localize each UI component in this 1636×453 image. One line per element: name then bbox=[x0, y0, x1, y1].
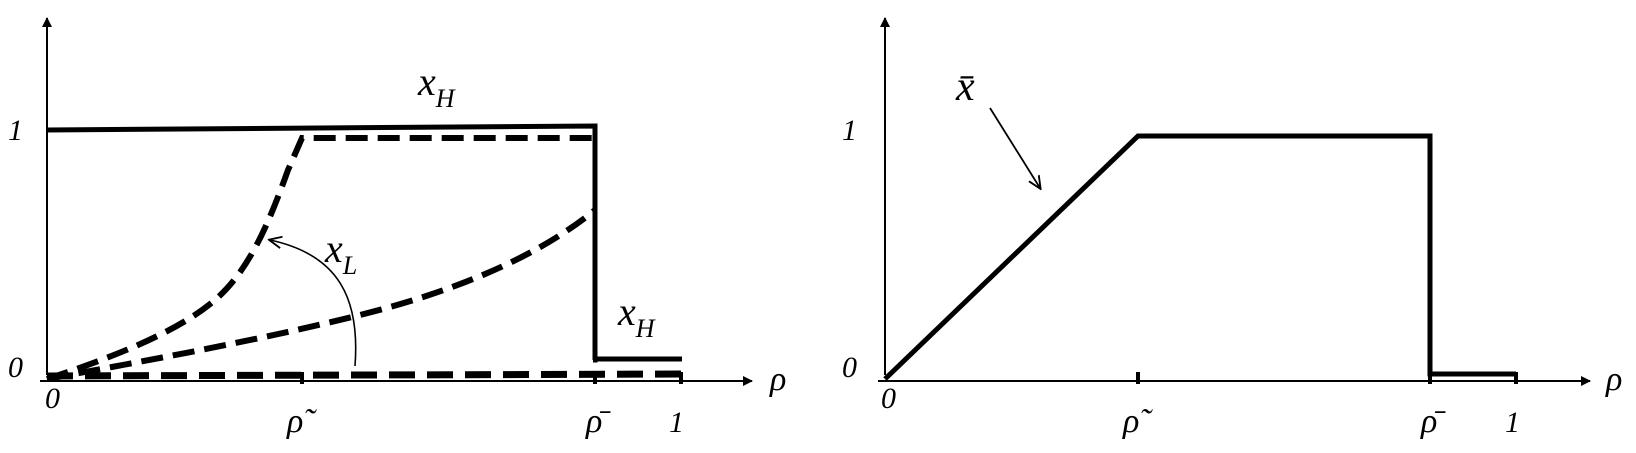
right-panel: 1 0 0 ρ̃ ρ̄ 1 ρ x̄ bbox=[842, 18, 1622, 440]
right-y-tick-one-label: 1 bbox=[842, 114, 857, 147]
left-x-tick-zero-label: 0 bbox=[45, 382, 60, 415]
right-xbar-curve bbox=[885, 136, 1516, 379]
left-x-tick-rho-tilde-label: ρ̃ bbox=[286, 403, 317, 440]
left-x-axis-label: ρ bbox=[769, 361, 786, 398]
right-y-tick-zero-label: 0 bbox=[842, 351, 857, 384]
left-x-tick-one-label: 1 bbox=[669, 406, 684, 439]
left-xh-solid-curve bbox=[47, 126, 595, 360]
right-x-axis-label: ρ bbox=[1605, 361, 1622, 398]
right-x-tick-one-label: 1 bbox=[1505, 406, 1520, 439]
right-xbar-pointer-arrow bbox=[990, 108, 1040, 188]
left-dashed-curve-flat bbox=[47, 374, 690, 376]
left-dashed-curve-mid bbox=[47, 210, 595, 379]
left-xh-top-label: xH bbox=[417, 59, 456, 113]
left-panel: 1 0 0 ρ̃ ρ̄ 1 ρ xH xH xL bbox=[8, 18, 786, 440]
right-x-tick-rho-tilde-label: ρ̃ bbox=[1122, 403, 1153, 440]
left-y-tick-one-label: 1 bbox=[8, 114, 23, 147]
left-xl-label: xL bbox=[324, 226, 357, 280]
right-x-tick-zero-label: 0 bbox=[881, 382, 896, 415]
right-xbar-label: x̄ bbox=[955, 64, 975, 110]
left-x-tick-rho-bar-label: ρ̄ bbox=[585, 403, 611, 440]
left-xh-bottom-label: xH bbox=[617, 289, 656, 343]
left-y-tick-zero-label: 0 bbox=[8, 351, 23, 384]
right-x-tick-rho-bar-label: ρ̄ bbox=[1420, 403, 1446, 440]
